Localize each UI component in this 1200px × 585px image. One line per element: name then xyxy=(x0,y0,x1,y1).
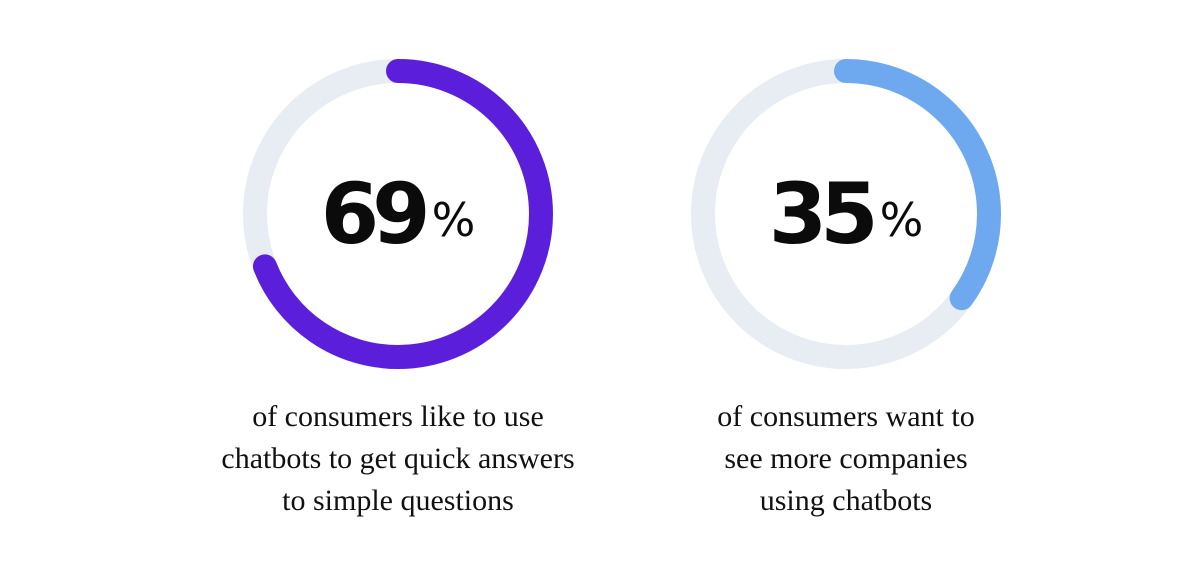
progress-ring-quick-answers: 69 % xyxy=(243,59,553,369)
caption-line: see more companies xyxy=(724,442,968,475)
percentage-value: 69 xyxy=(320,165,431,263)
ring-chart xyxy=(243,59,553,369)
caption-line: chatbots to get quick answers xyxy=(221,442,575,475)
stat-card-more-companies: 35 % of consumers want to see more compa… xyxy=(616,0,1076,585)
progress-ring-more-companies: 35 % xyxy=(691,59,1001,369)
percentage-figure: 69 % xyxy=(243,59,553,369)
ring-progress-arc xyxy=(691,59,1001,369)
caption-line: using chatbots xyxy=(759,484,933,517)
percent-sign: % xyxy=(431,193,476,247)
caption-line: to simple questions xyxy=(282,484,514,517)
ring-chart xyxy=(691,59,1001,369)
caption-line: of consumers want to xyxy=(717,400,975,433)
stat-card-quick-answers: 69 % of consumers like to use chatbots t… xyxy=(168,0,628,585)
stat-caption: of consumers like to use chatbots to get… xyxy=(168,396,628,522)
stat-caption: of consumers want to see more companies … xyxy=(616,396,1076,522)
ring-progress-arc xyxy=(243,59,553,369)
percentage-figure: 35 % xyxy=(691,59,1001,369)
caption-line: of consumers like to use xyxy=(252,400,544,433)
percentage-value: 35 xyxy=(768,165,879,263)
percent-sign: % xyxy=(879,193,924,247)
